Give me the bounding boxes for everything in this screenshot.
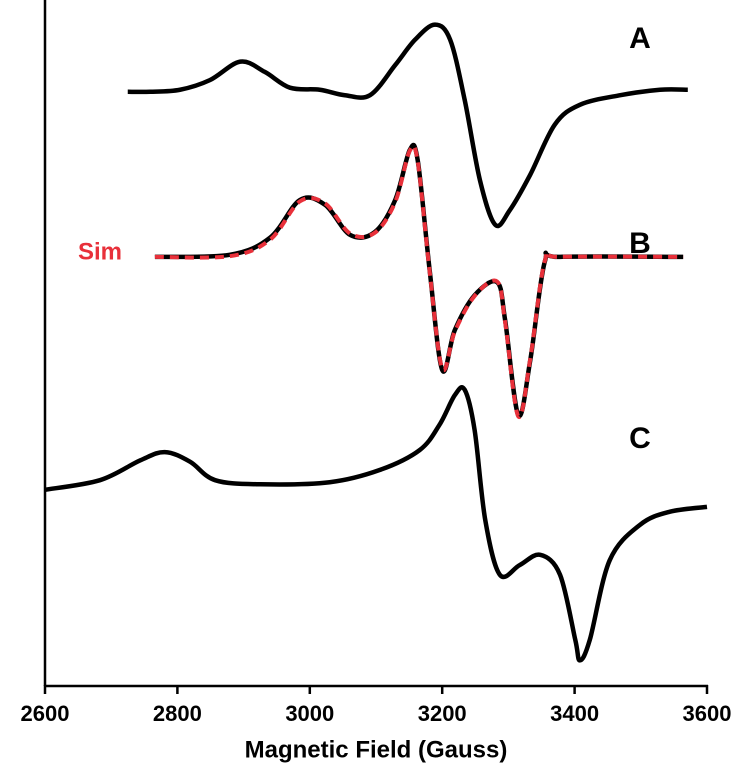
trace-label: A	[629, 22, 651, 55]
trace-label: B	[629, 227, 651, 260]
x-tick-label: 2800	[153, 701, 202, 726]
trace-label: C	[629, 422, 651, 455]
x-tick-label: 3600	[683, 701, 732, 726]
trace	[44, 385, 708, 663]
x-axis-title: Magnetic Field (Gauss)	[245, 736, 508, 763]
x-tick-label: 3400	[550, 701, 599, 726]
x-tick-label: 2600	[21, 701, 70, 726]
x-tick-label: 3000	[285, 701, 334, 726]
trace-label: Sim	[78, 238, 122, 265]
x-tick-label: 3200	[418, 701, 467, 726]
trace	[127, 22, 688, 229]
trace	[154, 143, 684, 419]
